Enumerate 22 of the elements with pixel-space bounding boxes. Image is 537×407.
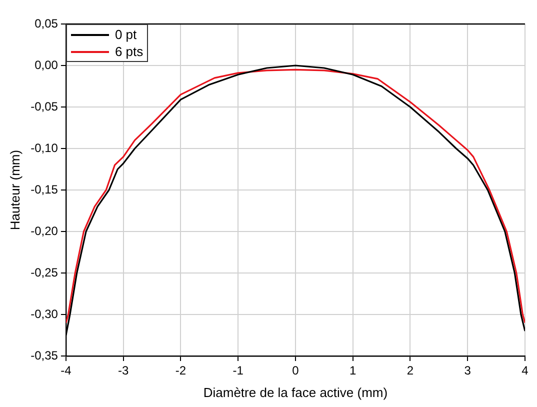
y-tick-label: -0,35 <box>30 348 58 362</box>
x-tick-label: -2 <box>175 364 186 378</box>
legend-label: 6 pts <box>114 43 144 60</box>
x-tick-label: 2 <box>406 364 414 378</box>
y-tick-label: -0,25 <box>30 265 58 280</box>
y-tick-label: -0,15 <box>30 182 58 196</box>
x-tick-label: -3 <box>118 364 129 378</box>
x-tick-label: 3 <box>464 364 472 378</box>
x-tick-label: 0 <box>292 364 300 378</box>
y-tick-label: -0,10 <box>30 140 58 155</box>
y-tick-label: -0,05 <box>30 99 58 114</box>
x-axis-title: Diamètre de la face active (mm) <box>203 384 388 400</box>
x-tick-label: -1 <box>232 364 244 378</box>
legend-label: 0 pt <box>114 26 137 43</box>
y-axis-title: Hauteur (mm) <box>7 150 22 230</box>
x-tick-label: 4 <box>522 364 529 378</box>
y-tick-label: 0,00 <box>34 58 58 72</box>
y-tick-label: -0,30 <box>30 306 58 321</box>
y-tick-label: 0,05 <box>34 16 58 30</box>
x-tick-label: -4 <box>60 364 72 378</box>
y-tick-label: -0,20 <box>30 224 58 238</box>
x-tick-label: 1 <box>350 364 357 378</box>
